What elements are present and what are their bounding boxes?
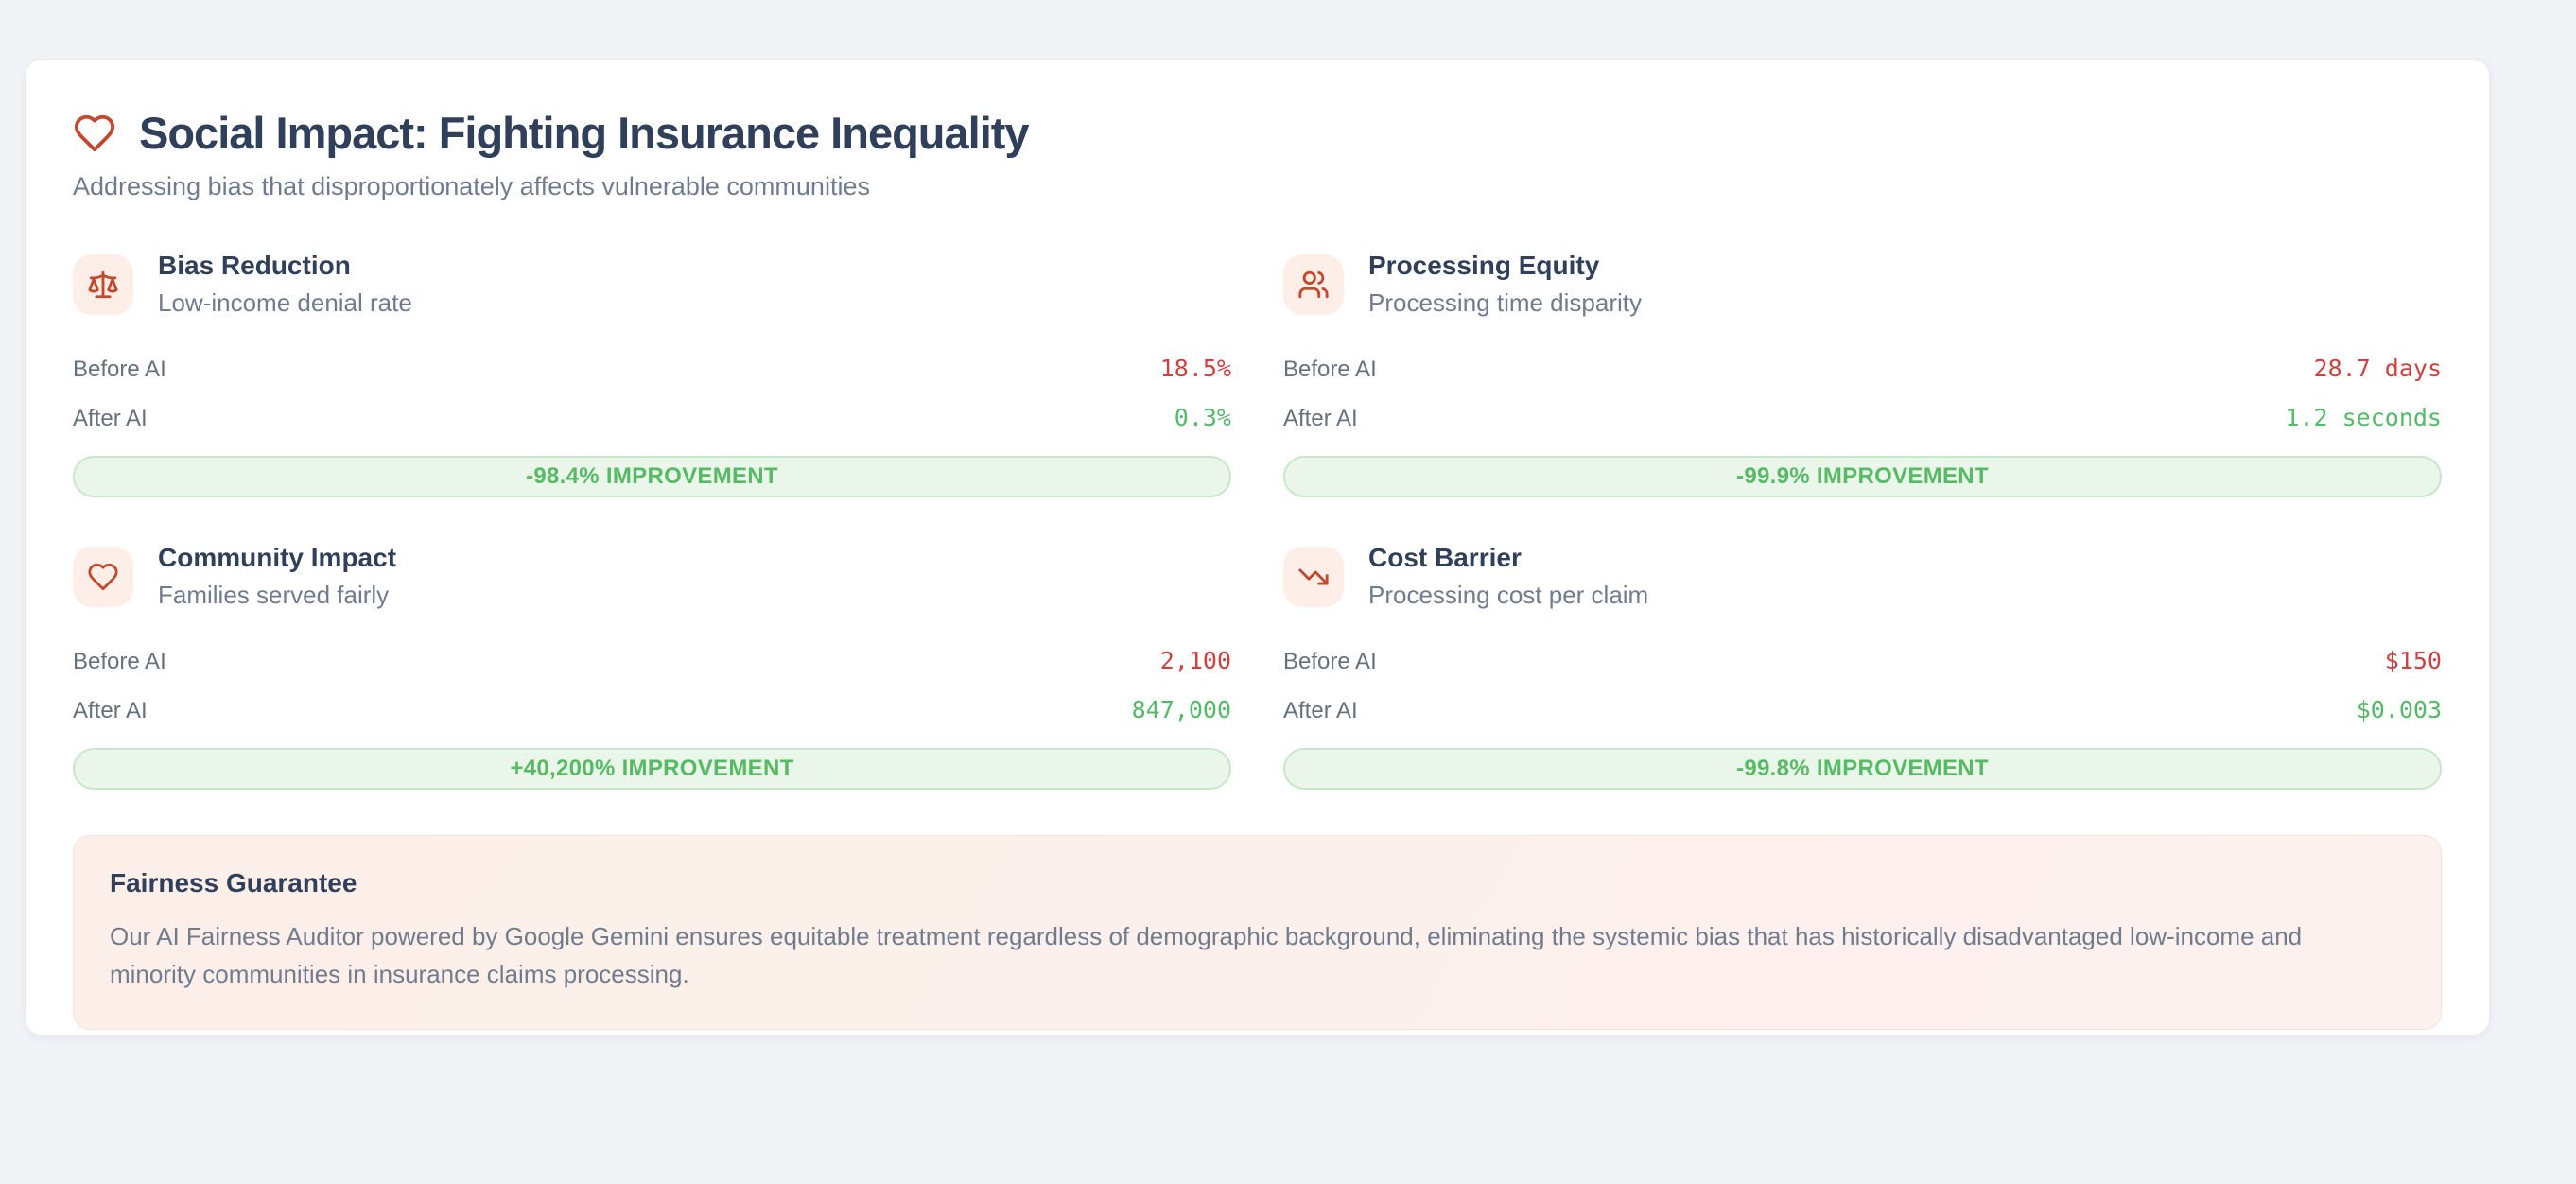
before-row: Before AI 18.5% [73,348,1231,390]
metric-icon-chip [73,546,133,607]
after-value: $0.003 [2356,696,2442,723]
after-label: After AI [1283,406,1358,431]
fairness-body: Our AI Fairness Auditor powered by Googl… [110,922,2303,988]
metrics-grid: Bias Reduction Low-income denial rate Be… [73,251,2442,790]
after-row: After AI 1.2 seconds [1283,397,2442,439]
improvement-badge: -98.4% IMPROVEMENT [73,456,1231,497]
before-row: Before AI 28.7 days [1283,348,2442,390]
metric-subtitle: Processing time disparity [1368,288,1642,317]
page-header: Social Impact: Fighting Insurance Inequa… [73,107,2442,159]
metric-community-impact: Community Impact Families served fairly … [73,543,1231,790]
before-value: 2,100 [1159,647,1231,674]
fairness-guarantee-panel: Fairness Guarantee Our AI Fairness Audit… [73,835,2442,1030]
before-row: Before AI 2,100 [73,640,1231,682]
before-label: Before AI [73,357,166,382]
before-label: Before AI [1283,649,1377,674]
page-title: Social Impact: Fighting Insurance Inequa… [139,108,1030,158]
metric-bias-reduction: Bias Reduction Low-income denial rate Be… [73,251,1231,497]
after-row: After AI 0.3% [73,397,1231,439]
improvement-badge: -99.9% IMPROVEMENT [1283,456,2442,497]
metric-subtitle: Families served fairly [158,581,390,609]
improvement-badge: +40,200% IMPROVEMENT [73,748,1231,790]
fairness-title: Fairness Guarantee [110,868,357,897]
metric-icon-chip [1283,253,1344,315]
metric-subtitle: Low-income denial rate [158,288,412,317]
after-label: After AI [73,406,148,431]
after-row: After AI 847,000 [73,689,1231,731]
metric-icon-chip [73,253,133,315]
before-label: Before AI [1283,357,1377,382]
metric-title: Community Impact [158,543,397,572]
after-value: 0.3% [1174,404,1231,431]
heart-icon [88,563,118,590]
before-value: 18.5% [1159,355,1231,382]
improvement-badge: -99.8% IMPROVEMENT [1283,748,2442,790]
users-icon [1298,270,1329,298]
metric-subtitle: Processing cost per claim [1368,581,1649,609]
metric-icon-chip [1283,546,1344,607]
before-value: 28.7 days [2313,355,2442,382]
after-row: After AI $0.003 [1283,689,2442,731]
before-row: Before AI $150 [1283,640,2442,682]
before-value: $150 [2384,647,2442,674]
metric-processing-equity: Processing Equity Processing time dispar… [1283,251,2442,497]
scales-icon [88,270,118,298]
metric-title: Processing Equity [1368,251,1600,280]
after-label: After AI [1283,698,1358,723]
after-value: 1.2 seconds [2285,404,2442,431]
metric-title: Bias Reduction [158,251,351,280]
page-subtitle: Addressing bias that disproportionately … [73,172,870,200]
social-impact-card: Social Impact: Fighting Insurance Inequa… [25,59,2490,1036]
trending-down-icon [1298,568,1329,584]
heart-icon [74,114,115,151]
before-label: Before AI [73,649,166,674]
metric-cost-barrier: Cost Barrier Processing cost per claim B… [1283,543,2442,790]
after-label: After AI [73,698,148,723]
metric-title: Cost Barrier [1368,543,1522,572]
after-value: 847,000 [1131,696,1231,723]
